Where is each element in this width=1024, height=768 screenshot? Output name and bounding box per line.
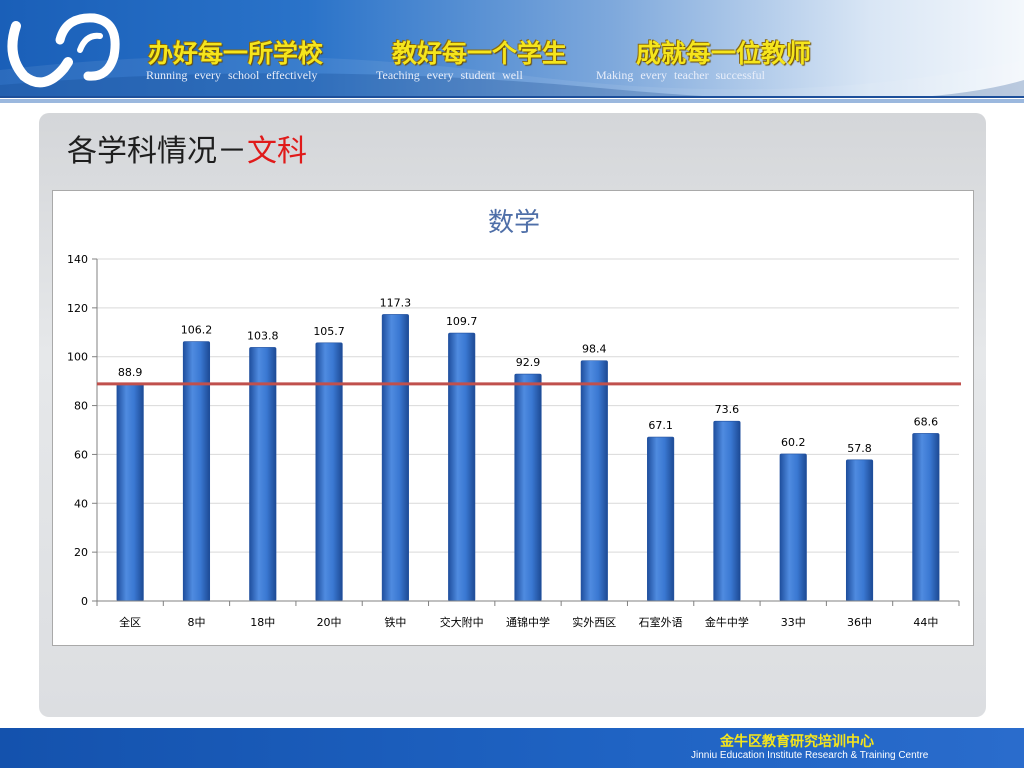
header-banner [0,0,1024,98]
data-label: 106.2 [181,324,213,337]
y-tick-label: 0 [81,595,88,608]
x-tick-label: 18中 [250,616,275,629]
slogan-2: 教好每一个学生 [392,39,568,68]
data-label: 98.4 [582,343,607,356]
bar [912,433,940,602]
x-tick-label: 石室外语 [639,615,683,629]
y-tick-label: 120 [67,302,88,315]
data-label: 68.6 [914,415,939,428]
slogan-3-en: Making every teacher successful [596,68,765,82]
chart-container: 数学 0 20 40 60 80 100 120 140 88.9 106.2 103.8 105.… [52,190,974,646]
header-wave-decoration [0,56,1024,98]
data-label: 105.7 [313,325,345,338]
bar [249,347,277,602]
chart-title: 数学 [488,208,540,238]
slide-title-accent: 文科 [247,134,307,169]
data-labels: 88.9 106.2 103.8 105.7 117.3 109.7 92.9 98.4 67.… [118,296,938,454]
bar [713,420,741,602]
x-tick-label: 交大附中 [440,615,484,629]
bar [845,459,874,602]
x-tick-label: 20中 [317,616,342,629]
x-tick-label: 实外西区 [572,615,616,629]
x-tick-label: 通锦中学 [506,615,550,629]
x-tick-label: 44中 [913,616,938,629]
bar [580,360,608,602]
y-tick-label: 60 [74,448,88,461]
bar [116,383,144,602]
data-label: 109.7 [446,315,478,328]
footer-org-en: Jinniu Education Institute Research & Tr… [691,750,929,761]
slogan-3: 成就每一位教师 [636,39,812,68]
footer-bar [0,728,1024,768]
data-label: 117.3 [380,296,412,309]
slogan-1: 办好每一所学校 [148,39,324,68]
bar-chart: 数学 0 20 40 60 80 100 120 140 88.9 106.2 103.8 105.… [67,208,961,629]
data-label: 103.8 [247,329,279,342]
data-label: 67.1 [648,419,673,432]
bar [381,314,409,602]
bar [514,373,542,602]
x-tick-label: 8中 [187,616,205,629]
data-label: 60.2 [781,436,806,449]
x-tick-label: 36中 [847,616,872,629]
data-label: 57.8 [847,442,872,455]
y-tick-label: 40 [74,497,88,510]
data-label: 88.9 [118,366,142,379]
x-tick-label: 全区 [119,615,141,629]
header-divider [0,96,1024,98]
data-label: 73.6 [715,403,740,416]
slogan-1-en: Running every school effectively [146,68,318,82]
y-tick-label: 20 [74,546,88,559]
logo-icon [7,13,120,88]
bar [182,341,211,602]
x-tick-label: 铁中 [384,616,406,629]
x-tick-label: 33中 [781,616,806,629]
bar-series [116,314,940,602]
header-divider-light [0,99,1024,103]
slide-title-prefix: 各学科情况－ [67,134,247,169]
y-axis: 0 20 40 60 80 100 120 140 [67,253,98,608]
y-tick-label: 140 [67,253,88,266]
bar [779,453,807,602]
slide-title: 各学科情况－文科 [67,126,307,170]
slogan-2-en: Teaching every student well [376,68,523,82]
x-axis: 全区 8中 18中 20中 铁中 交大附中 通锦中学 实外西区 石室外语 金牛中学 33中 36中 44… [96,600,960,629]
bar [448,332,476,602]
bar [315,342,343,602]
y-tick-label: 100 [67,351,88,364]
x-tick-label: 金牛中学 [705,615,749,629]
footer-org-cn: 金牛区教育研究培训中心 [720,734,874,750]
y-tick-label: 80 [74,400,88,413]
bar [647,436,675,602]
data-label: 92.9 [516,356,541,369]
